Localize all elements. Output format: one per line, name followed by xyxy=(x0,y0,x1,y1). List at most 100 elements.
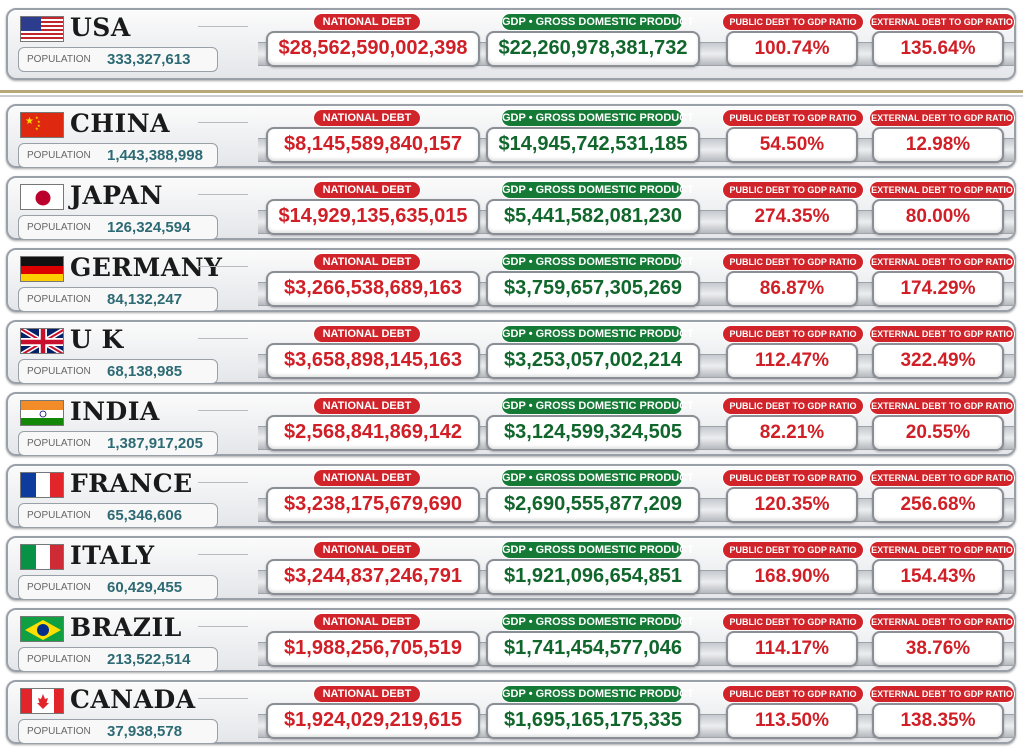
national-debt-label: NATIONAL DEBT xyxy=(314,470,420,486)
population-value: 60,429,455 xyxy=(107,579,183,596)
country-name: ITALY xyxy=(70,541,155,570)
external-debt-ratio-value: 38.76% xyxy=(872,631,1004,667)
public-debt-ratio-value: 86.87% xyxy=(726,271,858,307)
divider xyxy=(198,698,248,699)
population-value: 68,138,985 xyxy=(107,363,183,380)
gdp-value: $3,759,657,305,269 xyxy=(486,271,700,307)
public-debt-ratio-value: 54.50% xyxy=(726,127,858,163)
divider xyxy=(198,194,248,195)
external-debt-ratio-label: EXTERNAL DEBT TO GDP RATIO xyxy=(870,542,1014,558)
country-row: JAPAN POPULATION 126,324,594 NATIONAL DEBT G… xyxy=(6,176,1016,240)
country-row: USA POPULATION 333,327,613 NATIONAL DEBT GDP… xyxy=(6,8,1016,80)
country-name: BRAZIL xyxy=(70,613,182,642)
national-debt-value: $8,145,589,840,157 xyxy=(266,127,480,163)
external-debt-ratio-label: EXTERNAL DEBT TO GDP RATIO xyxy=(870,110,1014,126)
population-box: POPULATION 37,938,578 xyxy=(18,719,218,744)
population-box: POPULATION 84,132,247 xyxy=(18,287,218,312)
population-value: 333,327,613 xyxy=(107,51,191,68)
gdp-value: $1,741,454,577,046 xyxy=(486,631,700,667)
public-debt-ratio-label: PUBLIC DEBT TO GDP RATIO xyxy=(723,470,863,486)
country-row: CANADA POPULATION 37,938,578 NATIONAL DEBT G… xyxy=(6,680,1016,744)
gdp-label: GDP • GROSS DOMESTIC PRODUCT xyxy=(502,182,694,198)
divider xyxy=(198,26,248,27)
country-row: INDIA POPULATION 1,387,917,205 NATIONAL DEB… xyxy=(6,392,1016,456)
gdp-value: $22,260,978,381,732 xyxy=(486,31,700,67)
national-debt-label: NATIONAL DEBT xyxy=(314,398,420,414)
svg-text:★: ★ xyxy=(37,119,41,124)
population-label: POPULATION xyxy=(27,654,91,665)
flag-icon xyxy=(20,184,64,210)
flag-icon xyxy=(20,16,64,42)
population-label: POPULATION xyxy=(27,582,91,593)
divider xyxy=(198,338,248,339)
gdp-label: GDP • GROSS DOMESTIC PRODUCT xyxy=(502,326,694,342)
country-row: ITALY POPULATION 60,429,455 NATIONAL DEBT GD… xyxy=(6,536,1016,600)
country-name: INDIA xyxy=(70,397,160,426)
flag-icon: ★ ★ ★ ★ ★ xyxy=(20,112,64,138)
external-debt-ratio-value: 154.43% xyxy=(872,559,1004,595)
population-label: POPULATION xyxy=(27,726,91,737)
external-debt-ratio-label: EXTERNAL DEBT TO GDP RATIO xyxy=(870,470,1014,486)
public-debt-ratio-value: 120.35% xyxy=(726,487,858,523)
population-label: POPULATION xyxy=(27,222,91,233)
flag-icon xyxy=(20,472,64,498)
public-debt-ratio-label: PUBLIC DEBT TO GDP RATIO xyxy=(723,182,863,198)
public-debt-ratio-value: 112.47% xyxy=(726,343,858,379)
external-debt-ratio-value: 20.55% xyxy=(872,415,1004,451)
public-debt-ratio-label: PUBLIC DEBT TO GDP RATIO xyxy=(723,110,863,126)
country-name: FRANCE xyxy=(70,469,193,498)
population-label: POPULATION xyxy=(27,54,91,65)
national-debt-value: $3,238,175,679,690 xyxy=(266,487,480,523)
country-name: GERMANY xyxy=(70,253,223,282)
public-debt-ratio-value: 114.17% xyxy=(726,631,858,667)
divider xyxy=(198,626,248,627)
external-debt-ratio-value: 256.68% xyxy=(872,487,1004,523)
divider xyxy=(0,90,1023,93)
gdp-label: GDP • GROSS DOMESTIC PRODUCT xyxy=(502,398,694,414)
external-debt-ratio-value: 135.64% xyxy=(872,31,1004,67)
public-debt-ratio-label: PUBLIC DEBT TO GDP RATIO xyxy=(723,14,863,30)
external-debt-ratio-value: 322.49% xyxy=(872,343,1004,379)
national-debt-label: NATIONAL DEBT xyxy=(314,110,420,126)
population-box: POPULATION 333,327,613 xyxy=(18,47,218,72)
gdp-value: $3,124,599,324,505 xyxy=(486,415,700,451)
gdp-label: GDP • GROSS DOMESTIC PRODUCT xyxy=(502,686,694,702)
gdp-label: GDP • GROSS DOMESTIC PRODUCT xyxy=(502,110,694,126)
country-row: GERMANY POPULATION 84,132,247 NATIONAL DEBT… xyxy=(6,248,1016,312)
flag-icon xyxy=(20,328,64,354)
external-debt-ratio-value: 138.35% xyxy=(872,703,1004,739)
gdp-value: $14,945,742,531,185 xyxy=(486,127,700,163)
population-box: POPULATION 126,324,594 xyxy=(18,215,218,240)
national-debt-label: NATIONAL DEBT xyxy=(314,182,420,198)
public-debt-ratio-label: PUBLIC DEBT TO GDP RATIO xyxy=(723,398,863,414)
country-row: FRANCE POPULATION 65,346,606 NATIONAL DEBT G… xyxy=(6,464,1016,528)
public-debt-ratio-label: PUBLIC DEBT TO GDP RATIO xyxy=(723,614,863,630)
gdp-label: GDP • GROSS DOMESTIC PRODUCT xyxy=(502,14,694,30)
country-name: U K xyxy=(70,325,124,354)
divider xyxy=(198,554,248,555)
population-label: POPULATION xyxy=(27,438,91,449)
country-row: BRAZIL POPULATION 213,522,514 NATIONAL DEBT… xyxy=(6,608,1016,672)
external-debt-ratio-label: EXTERNAL DEBT TO GDP RATIO xyxy=(870,14,1014,30)
population-label: POPULATION xyxy=(27,294,91,305)
svg-text:★: ★ xyxy=(35,126,39,131)
public-debt-ratio-value: 274.35% xyxy=(726,199,858,235)
country-row: U K POPULATION 68,138,985 NATIONAL DEBT GDP … xyxy=(6,320,1016,384)
population-label: POPULATION xyxy=(27,366,91,377)
flag-icon xyxy=(20,400,64,426)
national-debt-value: $14,929,135,635,015 xyxy=(266,199,480,235)
population-box: POPULATION 68,138,985 xyxy=(18,359,218,384)
national-debt-value: $1,988,256,705,519 xyxy=(266,631,480,667)
external-debt-ratio-label: EXTERNAL DEBT TO GDP RATIO xyxy=(870,686,1014,702)
national-debt-value: $1,924,029,219,615 xyxy=(266,703,480,739)
external-debt-ratio-label: EXTERNAL DEBT TO GDP RATIO xyxy=(870,614,1014,630)
gdp-label: GDP • GROSS DOMESTIC PRODUCT xyxy=(502,470,694,486)
population-box: POPULATION 213,522,514 xyxy=(18,647,218,672)
population-value: 213,522,514 xyxy=(107,651,191,668)
flag-icon xyxy=(20,256,64,282)
divider xyxy=(198,122,248,123)
population-box: POPULATION 1,443,388,998 xyxy=(18,143,218,168)
national-debt-value: $3,244,837,246,791 xyxy=(266,559,480,595)
gdp-value: $5,441,582,081,230 xyxy=(486,199,700,235)
national-debt-label: NATIONAL DEBT xyxy=(314,542,420,558)
